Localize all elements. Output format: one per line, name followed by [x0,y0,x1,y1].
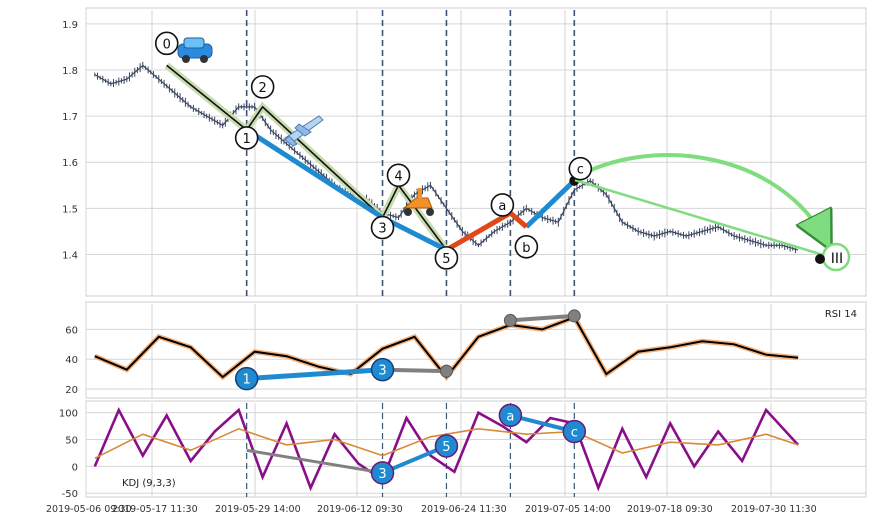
rsi-point-dot [503,313,517,327]
x-tick-label: 2019-07-18 09:30 [627,504,713,515]
wave-label-circle [154,31,179,56]
y-tick-label: 0 [72,462,78,473]
car-icon [177,37,213,63]
wave-label-circle [434,246,459,270]
airplane-icon [283,115,324,147]
wave-label-text: 3 [378,222,386,237]
kdj-annotation: KDJ (9,3,3) [122,478,176,489]
scooter-icon [402,188,434,216]
wave-label-text: 2 [259,81,267,96]
y-tick-label: 100 [59,409,78,420]
kdj-kd-line [94,427,799,460]
wave-label-text: a [498,199,506,214]
wave-label-circle [250,75,275,99]
kdj-point-label: 5 [442,440,450,455]
kdj-point-label: 3 [378,467,386,482]
wave-label-text: c [577,163,584,178]
y-tick-label: 20 [65,385,78,396]
rsi-point-circle [234,366,259,391]
x-tick-label: 2019-06-12 09:30 [317,504,403,515]
y-tick-label: 1.8 [62,66,78,77]
wave-label-text: 4 [394,169,402,184]
kdj-j-line [93,406,800,492]
kdj-point-label: c [571,425,578,440]
kdj-point-label: a [506,409,514,424]
end-marker-label: III [831,251,843,267]
rsi-panel-frame [85,301,867,399]
rsi-impulse-link [246,367,383,382]
rsi-series: 13 [93,309,799,391]
wave-label-circle [514,235,539,259]
price-series [94,61,799,254]
kdj-gray-link [246,448,383,475]
wave-label-circle [386,163,411,188]
y-tick-label: 1.4 [62,250,78,261]
kdj-point-circle [370,461,395,485]
x-tick-label: 2019-05-17 11:30 [112,504,198,515]
wave-label-text: 1 [243,132,251,147]
x-tick-label: 2019-07-05 14:00 [525,504,611,515]
zigzag-line [166,64,448,251]
kdj-point-circle [562,419,587,444]
rsi-point-dot [567,309,581,323]
rsi-point-dot [439,364,453,378]
rsi-annotation: RSI 14 [825,309,857,320]
x-tick-label: 2019-06-24 11:30 [421,504,507,515]
wave-label-circle [568,156,593,181]
wave-label-text: 5 [442,252,450,267]
rsi-point-label: 1 [243,373,251,388]
x-tick-label: 2019-07-30 11:30 [731,504,817,515]
wave-label-text: 0 [163,37,171,52]
wave-label-text: b [522,241,530,256]
kdj-point-circle [434,434,459,458]
y-tick-label: 1.7 [62,112,78,123]
y-axis-ticks: 1.4 1.5 1.6 1.7 1.8 1.9 20 40 60 -50 0 50 100 [59,20,78,500]
grid-lines [85,10,866,497]
end-marker-dot [815,254,825,264]
y-tick-label: 1.9 [62,20,78,31]
y-tick-label: 40 [65,355,78,366]
y-tick-label: -50 [62,489,78,500]
y-tick-label: 60 [65,325,78,336]
x-tick-label: 2019-05-29 14:00 [215,504,301,515]
rsi-gray-link-2 [510,313,575,323]
wave-label-circle [490,193,515,217]
rsi-point-circle [370,357,395,382]
kdj-series: 3 5 a c [93,403,800,492]
price-panel-frame [85,7,867,297]
wave-labels: 0 1 2 3 4 5 a b c [154,31,593,270]
impulse-line-c [524,178,577,229]
projection-straight-line [574,178,831,259]
wave-label-circle [234,126,259,150]
rsi-point-label: 3 [378,364,386,379]
y-tick-label: 1.5 [62,204,78,215]
y-tick-label: 1.6 [62,158,78,169]
y-tick-label: 50 [65,436,78,447]
projection-arc-arrow [574,153,828,244]
wave-label-circle [370,215,395,240]
x-tick-label: 2019-05-06 09:30 [46,504,132,515]
kdj-point-circle [498,403,523,428]
